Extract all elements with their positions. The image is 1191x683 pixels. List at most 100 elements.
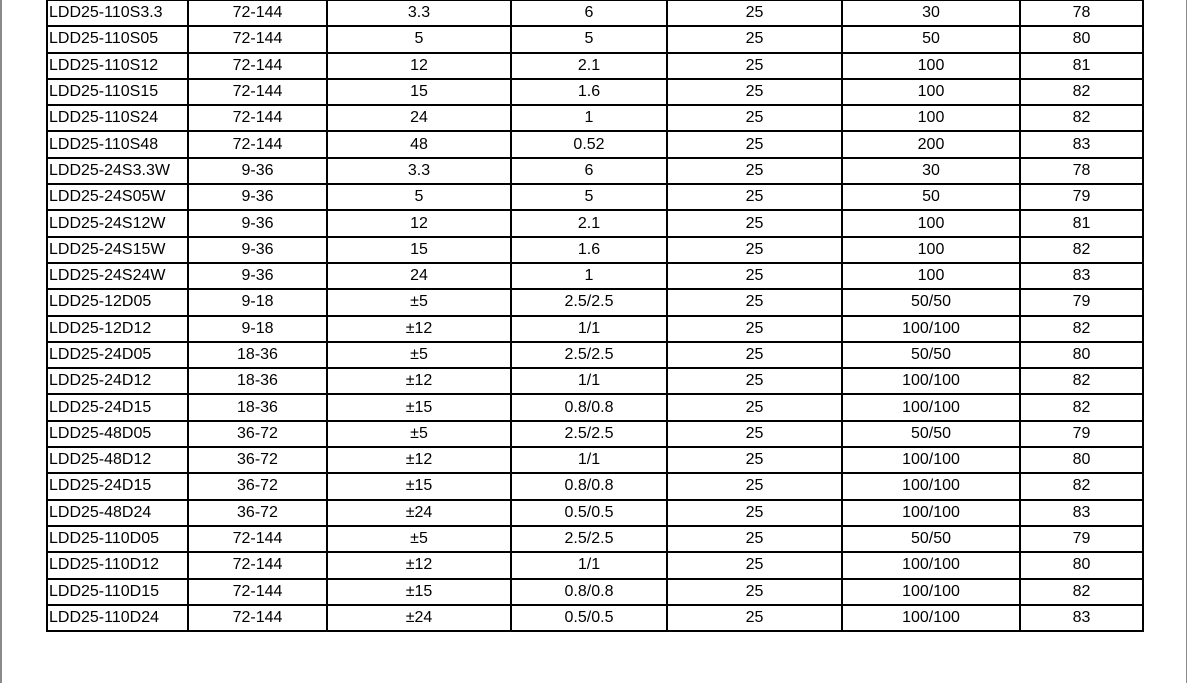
cell-model: LDD25-110S15	[46, 77, 189, 107]
cell-output-voltage: 24	[326, 261, 512, 291]
cell-output-current: 0.8/0.8	[510, 577, 668, 606]
cell-efficiency: 80	[1019, 551, 1144, 580]
cell-model: LDD25-48D24	[46, 498, 189, 527]
cell-input-voltage: 18-36	[187, 340, 328, 370]
cell-input-voltage: 9-36	[187, 183, 328, 212]
cell-model: LDD25-110D12	[46, 551, 189, 580]
cell-capacitive-load: 100/100	[841, 367, 1021, 396]
table-row: LDD25-110D24 72-144 ±24 0.5/0.5 25 100/100 83	[46, 603, 1144, 633]
cell-input-voltage: 36-72	[187, 472, 328, 501]
spec-table: LDD25-110S3.3 72-144 3.3 6 25 30 78 LDD25-110S0…	[46, 0, 1144, 633]
cell-output-voltage: ±12	[326, 367, 512, 396]
cell-input-voltage: 72-144	[187, 524, 328, 554]
cell-output-current: 1.6	[510, 77, 668, 107]
table-row: LDD25-24D05 18-36 ±5 2.5/2.5 25 50/50 80	[46, 340, 1144, 370]
cell-model: LDD25-110D15	[46, 577, 189, 606]
cell-capacitive-load: 100	[841, 77, 1021, 107]
table-row: LDD25-110S05 72-144 5 5 25 50 80	[46, 25, 1144, 54]
cell-output-current: 1/1	[510, 551, 668, 580]
cell-output-current: 2.5/2.5	[510, 419, 668, 449]
cell-capacitive-load: 50/50	[841, 340, 1021, 370]
table-row: LDD25-110S48 72-144 48 0.52 25 200 83	[46, 130, 1144, 159]
cell-input-voltage: 36-72	[187, 498, 328, 527]
cell-power: 25	[666, 446, 843, 475]
cell-input-voltage: 9-36	[187, 235, 328, 264]
cell-power: 25	[666, 419, 843, 449]
cell-output-voltage: ±5	[326, 288, 512, 317]
cell-output-current: 1	[510, 104, 668, 133]
cell-output-voltage: ±15	[326, 577, 512, 606]
cell-efficiency: 82	[1019, 77, 1144, 107]
cell-efficiency: 82	[1019, 472, 1144, 501]
cell-capacitive-load: 100	[841, 209, 1021, 238]
cell-efficiency: 83	[1019, 261, 1144, 291]
cell-capacitive-load: 100	[841, 51, 1021, 80]
cell-power: 25	[666, 25, 843, 54]
table-row: LDD25-110S3.3 72-144 3.3 6 25 30 78	[46, 0, 1144, 28]
cell-efficiency: 80	[1019, 446, 1144, 475]
table-row: LDD25-24S24W 9-36 24 1 25 100 83	[46, 261, 1144, 291]
cell-capacitive-load: 100/100	[841, 472, 1021, 501]
cell-input-voltage: 36-72	[187, 419, 328, 449]
cell-power: 25	[666, 367, 843, 396]
table-row: LDD25-24S12W 9-36 12 2.1 25 100 81	[46, 209, 1144, 238]
cell-output-voltage: ±24	[326, 603, 512, 633]
cell-power: 25	[666, 0, 843, 28]
cell-output-voltage: 12	[326, 209, 512, 238]
cell-input-voltage: 72-144	[187, 104, 328, 133]
table-row: LDD25-110D15 72-144 ±15 0.8/0.8 25 100/100 82	[46, 577, 1144, 606]
cell-model: LDD25-110D24	[46, 603, 189, 633]
cell-model: LDD25-12D12	[46, 314, 189, 343]
cell-model: LDD25-24S12W	[46, 209, 189, 238]
cell-capacitive-load: 30	[841, 156, 1021, 186]
cell-model: LDD25-110S48	[46, 130, 189, 159]
cell-power: 25	[666, 183, 843, 212]
cell-output-voltage: 5	[326, 25, 512, 54]
cell-capacitive-load: 100	[841, 261, 1021, 291]
cell-output-current: 1.6	[510, 235, 668, 264]
cell-model: LDD25-24D15	[46, 472, 189, 501]
cell-efficiency: 82	[1019, 235, 1144, 264]
cell-output-voltage: ±12	[326, 314, 512, 343]
cell-output-current: 2.5/2.5	[510, 524, 668, 554]
cell-output-current: 2.5/2.5	[510, 288, 668, 317]
cell-output-current: 6	[510, 156, 668, 186]
cell-input-voltage: 72-144	[187, 551, 328, 580]
cell-capacitive-load: 100	[841, 104, 1021, 133]
cell-efficiency: 78	[1019, 0, 1144, 28]
cell-output-current: 0.8/0.8	[510, 472, 668, 501]
cell-output-voltage: 3.3	[326, 156, 512, 186]
cell-power: 25	[666, 393, 843, 422]
cell-input-voltage: 72-144	[187, 130, 328, 159]
cell-capacitive-load: 100	[841, 235, 1021, 264]
cell-capacitive-load: 100/100	[841, 446, 1021, 475]
cell-efficiency: 82	[1019, 104, 1144, 133]
table-row: LDD25-110S15 72-144 15 1.6 25 100 82	[46, 77, 1144, 107]
table-row: LDD25-110D12 72-144 ±12 1/1 25 100/100 80	[46, 551, 1144, 580]
cell-power: 25	[666, 603, 843, 633]
cell-output-current: 1/1	[510, 367, 668, 396]
cell-efficiency: 82	[1019, 577, 1144, 606]
table-row: LDD25-110S24 72-144 24 1 25 100 82	[46, 104, 1144, 133]
table-row: LDD25-24D12 18-36 ±12 1/1 25 100/100 82	[46, 367, 1144, 396]
table-row: LDD25-24D15 36-72 ±15 0.8/0.8 25 100/100 82	[46, 472, 1144, 501]
cell-output-voltage: ±5	[326, 524, 512, 554]
cell-power: 25	[666, 209, 843, 238]
cell-power: 25	[666, 104, 843, 133]
cell-model: LDD25-24S15W	[46, 235, 189, 264]
cell-output-current: 1	[510, 261, 668, 291]
cell-output-voltage: ±15	[326, 472, 512, 501]
cell-model: LDD25-110S05	[46, 25, 189, 54]
cell-output-current: 0.52	[510, 130, 668, 159]
cell-efficiency: 83	[1019, 498, 1144, 527]
cell-efficiency: 80	[1019, 25, 1144, 54]
cell-output-voltage: 24	[326, 104, 512, 133]
cell-efficiency: 79	[1019, 419, 1144, 449]
cell-model: LDD25-110S3.3	[46, 0, 189, 28]
cell-efficiency: 83	[1019, 130, 1144, 159]
cell-power: 25	[666, 577, 843, 606]
cell-output-voltage: ±15	[326, 393, 512, 422]
cell-input-voltage: 9-36	[187, 261, 328, 291]
cell-model: LDD25-110D05	[46, 524, 189, 554]
cell-model: LDD25-24S05W	[46, 183, 189, 212]
